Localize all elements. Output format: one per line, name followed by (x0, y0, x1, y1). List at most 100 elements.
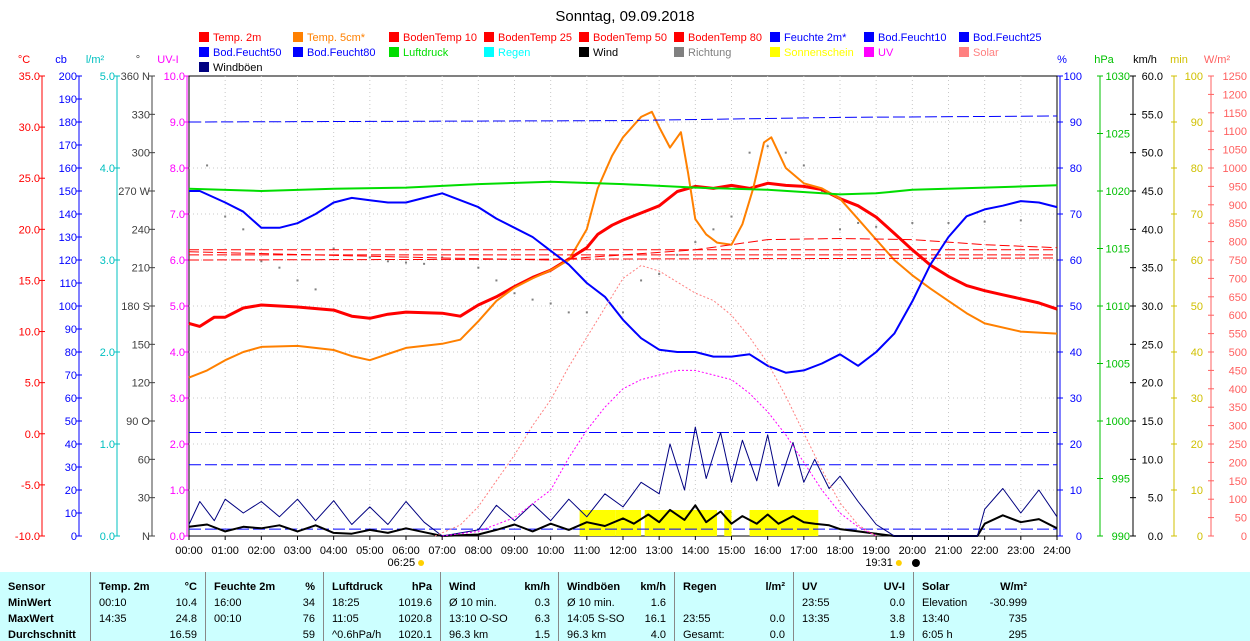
x-tick-label: 24:00 (1043, 545, 1071, 557)
axis-tick-label-cb: 90 (65, 324, 77, 336)
axis-tick-label-temp: 30.0 (19, 122, 40, 134)
legend-label-uv: UV (878, 47, 894, 59)
axis-tick-label-hum: 70 (1070, 209, 1082, 221)
axis-tick-label-wind: 55.0 (1142, 109, 1163, 121)
axis-tick-label-dir: 120 (132, 378, 150, 390)
sunshine-block (724, 510, 732, 536)
axis-tick-label-dir: 330 (132, 109, 150, 121)
axis-unit-labels: °C cb l/m² ° UV-I% hPa km/h min W/m² (18, 54, 1231, 66)
axis-tick-label-sun: 20 (1191, 439, 1203, 451)
direction-point (441, 256, 444, 259)
x-tick-label: 22:00 (971, 545, 999, 557)
direction-point (423, 262, 426, 265)
footer-cell-label: 23:55 (802, 597, 830, 609)
axis-tick-label-rain: 1.0 (100, 439, 115, 451)
footer-cell-label: 96.3 km (449, 629, 489, 641)
footer-cell-label: 13:40 (922, 613, 950, 625)
axis-tick-label-dir: 30 (138, 493, 150, 505)
axis-tick-label-cb: 170 (59, 140, 77, 152)
direction-point (332, 247, 335, 250)
chart-title: Sonntag, 09.09.2018 (555, 8, 694, 25)
direction-point (296, 279, 299, 282)
sunrise-label: 06:25 (388, 557, 416, 569)
axis-tick-label-solar: 750 (1229, 255, 1247, 267)
axis-tick-label-temp: 35.0 (19, 71, 40, 83)
axis-tick-label-temp: 10.0 (19, 327, 40, 339)
footer-col-sensor: Sensor MinWert MaxWert Durchschnitt (0, 572, 90, 641)
legend-label-bodentemp-25: BodenTemp 25 (498, 32, 572, 44)
legend-label-regen: Regen (498, 47, 530, 59)
axis-tick-label-solar: 550 (1229, 329, 1247, 341)
footer-unit-gusts: km/h (640, 581, 666, 593)
axis-tick-label-wind: 45.0 (1142, 186, 1163, 198)
axis-tick-label-temp: 15.0 (19, 275, 40, 287)
axis-tick-label-solar: 600 (1229, 310, 1247, 322)
footer-cell-value: 0.0 (889, 597, 905, 609)
axis-unit-hum: % (1057, 54, 1067, 66)
footer-cell-value: 16.1 (644, 613, 666, 625)
x-tick-label: 23:00 (1007, 545, 1035, 557)
footer-cell-label: 00:10 (99, 597, 127, 609)
axis-tick-label-solar: 1100 (1223, 126, 1247, 138)
x-tick-label: 10:00 (537, 545, 565, 557)
x-tick-label: 03:00 (284, 545, 312, 557)
x-tick-label: 00:00 (175, 545, 203, 557)
axis-tick-label-hum: 30 (1070, 393, 1082, 405)
axis-tick-label-solar: 500 (1229, 347, 1247, 359)
x-tick-label: 09:00 (501, 545, 529, 557)
axis-tick-label-cb: 30 (65, 462, 77, 474)
x-tick-label: 11:00 (573, 545, 600, 557)
x-tick-label: 07:00 (428, 545, 456, 557)
axis-tick-label-wind: 0.0 (1148, 531, 1163, 543)
footer-cell-label: 11:05 (332, 613, 359, 625)
direction-point (983, 220, 986, 223)
axis-tick-label-press: 1000 (1106, 416, 1130, 428)
y-axes: 35.0 30.0 25.0 20.0 15.0 10.0 5.0 0.0 -5.0 -10.0 2… (15, 71, 1247, 543)
footer-cell-label: 16:00 (214, 597, 242, 609)
axis-tick-label-press: 1015 (1106, 244, 1130, 256)
footer-cell-value: 24.8 (175, 613, 197, 625)
footer-cell-label: 14:05 S-SO (567, 613, 625, 625)
axis-tick-label-uv: 4.0 (170, 347, 185, 359)
legend-swatch-bod-feucht80 (293, 47, 303, 57)
axis-tick-label-uv: 1.0 (170, 485, 185, 497)
legend-swatch-wind (579, 47, 589, 57)
axis-tick-label-dir: 90 O (126, 416, 150, 428)
series-line-temp-5cm (188, 110, 1058, 379)
axis-tick-label-dir: 240 (132, 224, 150, 236)
axis-tick-label-cb: 150 (59, 186, 77, 198)
axis-tick-label-uv: 5.0 (170, 301, 185, 313)
axis-tick-label-cb: 140 (59, 209, 77, 221)
axis-tick-label-sun: 100 (1185, 71, 1203, 83)
legend-swatch-richtung (674, 47, 684, 57)
legend-label-bodentemp-10: BodenTemp 10 (403, 32, 477, 44)
axis-tick-label-wind: 5.0 (1148, 493, 1163, 505)
legend-label-bod-feucht10: Bod.Feucht10 (878, 32, 947, 44)
x-tick-label: 21:00 (935, 545, 963, 557)
footer-cell-value: 76 (302, 613, 315, 625)
statistics-footer: Sensor MinWert MaxWert Durchschnitt Temp. 2m… (0, 572, 1250, 641)
axis-tick-label-cb: 110 (59, 278, 77, 290)
axis-tick-label-solar: 50 (1235, 513, 1247, 525)
direction-point (585, 311, 588, 314)
axis-tick-label-dir: 180 S (121, 301, 150, 313)
x-tick-label: 19:00 (862, 545, 890, 557)
footer-col-solar: Solar W/m² Elevation -30.999 13:40 735 6:05 h 2… (913, 572, 1035, 641)
footer-cell-value: 1020.1 (398, 629, 432, 641)
direction-point (1019, 219, 1022, 222)
footer-col-pressure: Luftdruck hPa 18:25 1019.6 11:05 1020.8 ^0.6hP… (323, 572, 440, 641)
direction-point (386, 260, 389, 263)
footer-cell-value: 735 (1008, 613, 1027, 625)
x-tick-label: 20:00 (899, 545, 927, 557)
legend-swatch-uv (864, 47, 874, 57)
axis-tick-label-press: 1005 (1106, 359, 1130, 371)
axis-tick-label-wind: 40.0 (1142, 224, 1163, 236)
axis-tick-label-uv: 10.0 (164, 71, 185, 83)
direction-point (188, 155, 190, 158)
series-line-uv (442, 369, 877, 537)
axis-tick-label-sun: 30 (1191, 393, 1203, 405)
axis-tick-label-solar: 450 (1229, 365, 1247, 377)
x-axis: 00:00 01:00 02:00 03:00 04:00 05:00 06:00 07:00… (175, 536, 1071, 569)
axis-unit-dir: ° (136, 54, 140, 66)
legend-swatch-bodentemp-25 (484, 32, 494, 42)
